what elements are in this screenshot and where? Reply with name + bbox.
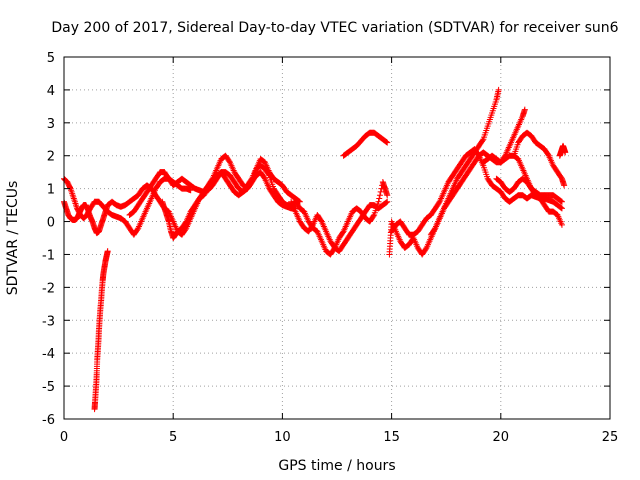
data-point [558,204,565,211]
series-track-n-right [493,175,565,205]
data-point [370,213,377,220]
data-point [134,226,141,233]
data-point [479,137,486,144]
data-point [104,248,111,255]
data-point [375,198,382,205]
y-tick-label: -2 [42,281,55,296]
data-point [376,192,383,199]
data-point [317,217,324,224]
data-point [495,86,502,93]
data-point [248,176,255,183]
y-tick-label: 3 [47,117,55,132]
data-point [561,182,568,189]
y-tick-label: -6 [42,413,55,428]
data-point [431,226,438,233]
data-point [384,198,391,205]
data-point [521,106,528,113]
axis-ticks [63,56,611,420]
tick-labels: -6 -5 -4 -3 -2 -1 0 1 2 3 4 5 0 5 10 15 20 25 [42,51,618,445]
data-point [67,184,74,191]
y-tick-label: -4 [42,347,55,362]
x-axis-label: GPS time / hours [278,458,395,474]
data-point [384,192,391,199]
series-track-o-end [556,142,569,159]
data-point [182,219,189,226]
y-tick-label: 0 [47,216,55,231]
plot-frame [63,56,611,420]
data-point [376,195,383,202]
y-tick-label: -3 [42,314,55,329]
data-point [383,139,390,146]
data-point [558,205,565,212]
data-point [384,139,391,146]
data-point [562,149,569,156]
data-point [309,222,316,229]
data-point [558,198,565,205]
y-tick-label: 2 [47,150,55,165]
data-point [377,188,384,195]
x-tick-label: 0 [60,430,68,445]
data-point [382,138,389,145]
y-tick-label: 4 [47,84,55,99]
data-point [557,197,564,204]
data-point [558,198,565,205]
series-track-g-loop [288,198,391,255]
y-tick-label: 5 [47,51,55,66]
data-point [558,221,565,228]
series-track-c-dip [91,248,111,413]
data-point [382,199,389,206]
series-track-m-upper [510,129,568,189]
data-point [261,174,268,181]
x-tick-label: 25 [602,430,619,445]
chart-title: Day 200 of 2017, Sidereal Day-to-day VTE… [51,20,618,36]
data-point [545,151,552,158]
y-axis-label: SDTVAR / TECUs [5,181,21,296]
series-track-f-loop [292,179,391,258]
y-tick-label: 1 [47,183,55,198]
data-point [435,199,442,206]
series-track-e-mid [159,162,299,241]
series-track-h-upper [340,129,391,159]
data-point [339,229,346,236]
y-tick-label: -1 [42,248,55,263]
x-tick-label: 20 [493,430,510,445]
x-tick-label: 10 [274,430,291,445]
data-point [383,199,390,206]
x-tick-label: 5 [169,430,177,445]
data-point [557,204,564,211]
data-point [226,158,233,165]
data-point [501,153,508,160]
data-point [265,171,272,178]
x-tick-label: 15 [383,430,400,445]
y-tick-label: -5 [42,380,55,395]
series-track-l-upper [480,106,528,166]
data-points [61,86,569,413]
data-point [422,245,429,252]
